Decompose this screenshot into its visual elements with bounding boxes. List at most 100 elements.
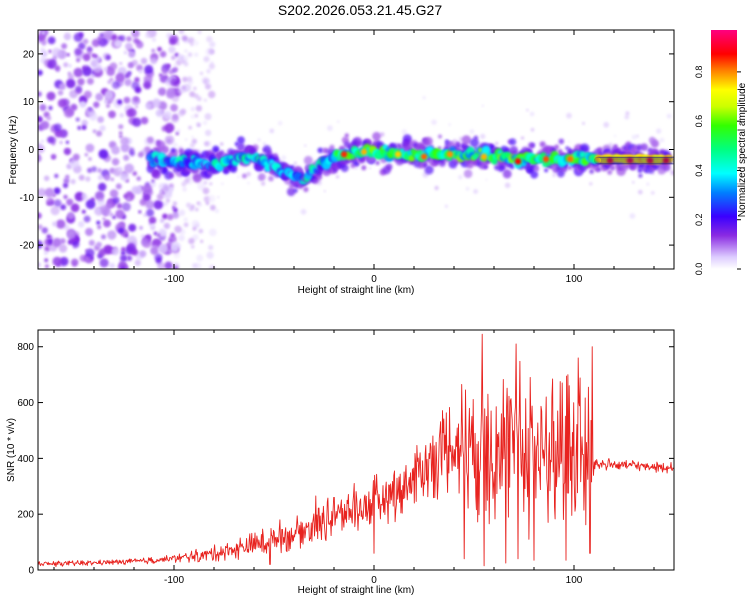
spectrogram-cell bbox=[625, 156, 633, 165]
spectrogram-cell bbox=[109, 212, 114, 217]
spectrogram-cell bbox=[504, 182, 511, 189]
spectrogram-cell bbox=[51, 155, 56, 159]
spectrogram-cell bbox=[248, 147, 256, 155]
spectrogram-cell bbox=[46, 197, 55, 206]
spectrogram-cell bbox=[103, 67, 108, 72]
spectrogram-cell bbox=[613, 156, 621, 165]
spectrogram-cell bbox=[202, 187, 210, 195]
spectrogram-cell bbox=[164, 202, 168, 206]
spectrogram-cell bbox=[75, 117, 80, 122]
spectrogram-cell bbox=[163, 222, 171, 230]
spectrogram-cell bbox=[124, 163, 135, 174]
spectrogram-cell bbox=[103, 99, 108, 104]
spectrogram-cell bbox=[135, 40, 144, 49]
spectrogram-cell bbox=[178, 148, 185, 155]
spectrogram-cell bbox=[41, 39, 47, 46]
spectrogram-cell bbox=[502, 169, 512, 179]
spectrogram-cell bbox=[336, 120, 340, 123]
spectrogram-cell bbox=[165, 198, 170, 203]
spectrogram-cell bbox=[106, 67, 115, 76]
spectrogram-cell bbox=[606, 157, 614, 164]
spectrogram-cell bbox=[208, 244, 214, 251]
spectrogram-cell bbox=[74, 47, 83, 56]
spectrogram-cell bbox=[77, 221, 85, 228]
spectrogram-cell bbox=[189, 143, 195, 148]
spectrogram-cell bbox=[208, 90, 216, 99]
spectrogram-cell bbox=[166, 129, 171, 133]
spectrogram-cell bbox=[153, 200, 163, 210]
spectrogram-cell bbox=[640, 156, 648, 165]
spectrogram-cell bbox=[375, 161, 380, 165]
spectrogram-cell bbox=[162, 185, 170, 192]
spectrogram-cell bbox=[103, 219, 111, 228]
spectrogram-cell bbox=[86, 46, 93, 53]
spectrogram-cell bbox=[111, 247, 120, 256]
spectrogram-cell bbox=[628, 156, 636, 165]
spectrogram-cell bbox=[98, 182, 107, 192]
spectrogram-cell bbox=[138, 185, 142, 189]
spectrogram-cell bbox=[661, 156, 669, 165]
spectrogram-cell bbox=[157, 87, 167, 96]
spectrogram-cell bbox=[589, 169, 594, 174]
spectrogram-cell bbox=[303, 186, 309, 193]
spectrogram-cell bbox=[446, 151, 454, 158]
spectrogram-cell bbox=[92, 129, 97, 134]
spectrogram-cell bbox=[611, 156, 619, 165]
spectrogram-cell bbox=[609, 165, 616, 171]
spectrogram-cell bbox=[286, 187, 296, 197]
colorbar-gradient bbox=[711, 30, 737, 269]
spectrogram-cell bbox=[105, 54, 111, 61]
spectrogram-cell bbox=[139, 250, 147, 258]
spectrogram-cell bbox=[652, 156, 660, 165]
colorbar-tick-label: 0.0 bbox=[694, 263, 704, 276]
spectrogram-cell bbox=[257, 138, 261, 142]
spectrogram-cell bbox=[107, 199, 114, 205]
spectrogram-cell bbox=[125, 109, 134, 118]
spectrogram-cell bbox=[123, 194, 128, 199]
spectrogram-cell bbox=[38, 212, 42, 219]
spectrogram-cell bbox=[637, 156, 645, 165]
spectrogram-cell bbox=[605, 156, 613, 165]
spectrogram-cell bbox=[52, 221, 57, 227]
spectrogram-cell bbox=[129, 150, 135, 157]
spectrogram-cell bbox=[183, 222, 189, 228]
spectrogram-cell bbox=[111, 80, 121, 90]
snr-ylabel: SNR (10 * v/v) bbox=[6, 418, 17, 482]
spectrogram-cell bbox=[148, 216, 157, 225]
spectrogram-cell bbox=[491, 158, 498, 165]
spectrogram-cell bbox=[193, 93, 199, 99]
spectrogram-cell bbox=[97, 168, 102, 173]
spectrogram-cell bbox=[625, 111, 630, 116]
snr-ytick-label: 200 bbox=[17, 510, 34, 521]
spectrogram-cell bbox=[655, 156, 663, 165]
spectrogram-cell bbox=[642, 156, 650, 165]
spectrogram-cell bbox=[206, 36, 213, 43]
spectrogram-cell bbox=[601, 156, 609, 165]
spectrogram-cell bbox=[141, 238, 149, 246]
spectrogram-cell bbox=[40, 47, 46, 53]
spectrogram-cell bbox=[128, 223, 137, 232]
spectrogram-cell bbox=[109, 77, 114, 82]
spectrogram-cell bbox=[58, 83, 66, 91]
spectrogram-cell bbox=[103, 30, 113, 40]
spectrogram-cell bbox=[65, 140, 70, 144]
spectrogram-cell bbox=[83, 215, 91, 223]
spectrogram-cell bbox=[137, 151, 144, 158]
spectrogram-cell bbox=[140, 116, 149, 125]
spectrogram-cell bbox=[670, 156, 674, 165]
spectrogram-cell bbox=[664, 156, 672, 165]
spectrogram-cell bbox=[653, 156, 661, 165]
spectrogram-cell bbox=[131, 30, 140, 38]
spectrogram-xlabel: Height of straight line (km) bbox=[298, 285, 415, 296]
spectrogram-cell bbox=[589, 182, 593, 186]
spectrogram-cell bbox=[96, 220, 101, 225]
spectrogram-cell bbox=[237, 136, 245, 145]
spectrogram-cell bbox=[566, 155, 574, 163]
spectrogram-cell bbox=[656, 128, 662, 134]
spectrogram-cell bbox=[465, 186, 470, 191]
spectrogram-cell bbox=[214, 208, 220, 214]
spectrogram-cell bbox=[63, 147, 72, 156]
spectrogram-cell bbox=[458, 174, 463, 180]
spectrogram-ytick-label: -10 bbox=[20, 193, 35, 204]
